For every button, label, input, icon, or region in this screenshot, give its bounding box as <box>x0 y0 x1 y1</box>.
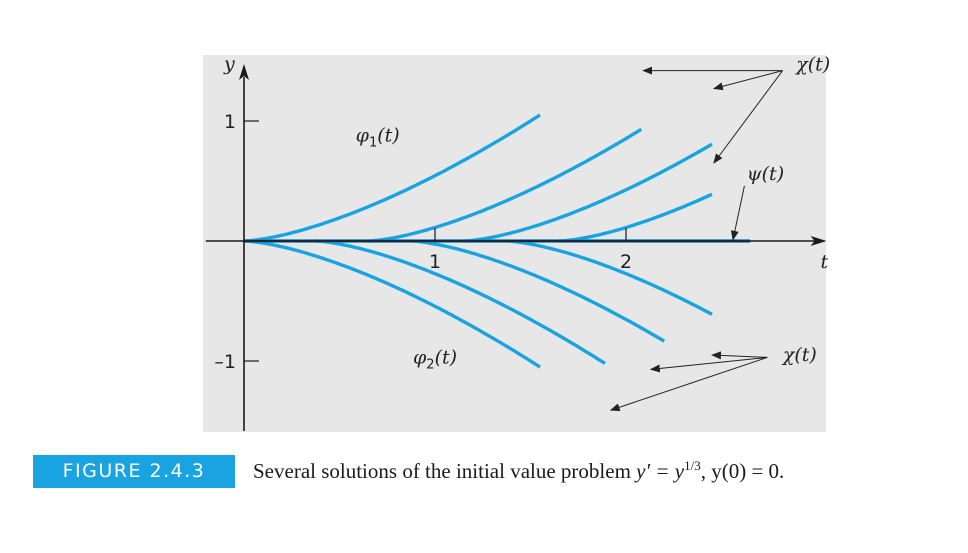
caption-text: Several solutions of the initial value p… <box>253 459 637 483</box>
plot-panel <box>203 55 826 432</box>
solution-curves-chart: 1 2 1 –1 t y φ1(t) φ2(t) χ(t) ψ(t) χ(t) <box>205 53 830 431</box>
annotation-pointer <box>710 351 768 360</box>
figure-label: FIGURE 2.4.3 <box>33 455 235 488</box>
annotation-pointer <box>730 185 745 241</box>
y-tick-label: –1 <box>214 351 236 373</box>
y-axis-arrow <box>239 64 249 80</box>
x-tick-label: 1 <box>429 251 441 273</box>
annotation-pointer <box>712 70 783 91</box>
phi1-label: φ1(t) <box>356 124 400 150</box>
psi-label: ψ(t) <box>747 163 784 185</box>
x-axis-arrow <box>810 236 827 246</box>
annotation-pointer <box>609 356 768 412</box>
solution-curve-chi-dn-a <box>314 239 606 365</box>
solution-curve-chi-up-a <box>368 127 643 243</box>
caption-equation: y′ = y <box>636 459 685 483</box>
x-axis-label: t <box>821 251 829 273</box>
x-tick-label: 2 <box>620 251 632 273</box>
solution-curve-chi-dn-c <box>505 239 713 316</box>
solution-curve-phi2 <box>243 239 541 369</box>
annotation-pointer <box>649 356 768 373</box>
annotation-pointer <box>713 70 784 164</box>
caption-initial-condition: , y(0) = 0. <box>700 459 785 483</box>
solution-curve-chi-dn-b <box>410 239 666 343</box>
y-axis-label: y <box>223 53 235 75</box>
solution-curve-phi1 <box>243 113 541 243</box>
phi2-label: φ2(t) <box>413 346 457 372</box>
chi-top-label: χ(t) <box>794 54 830 76</box>
figure-caption: Several solutions of the initial value p… <box>253 458 784 484</box>
y-tick-label: 1 <box>224 111 236 133</box>
chi-bottom-label: χ(t) <box>781 344 817 366</box>
solution-curve-chi-up-c <box>559 192 713 243</box>
solution-curve-chi-up-b <box>463 142 713 243</box>
caption-exponent: 1/3 <box>684 458 701 473</box>
